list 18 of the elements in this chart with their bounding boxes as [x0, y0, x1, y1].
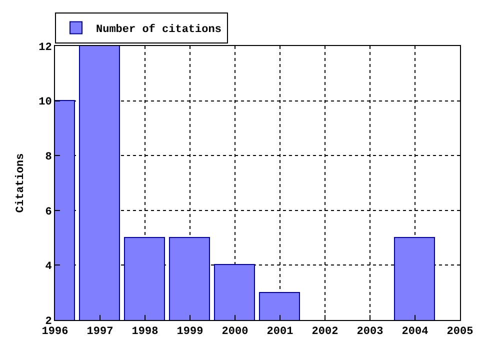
x-tick-label: 1996 [42, 326, 68, 338]
x-tick-label: 2002 [312, 326, 338, 338]
y-tick-label: 10 [38, 96, 52, 109]
x-tick-label: 2001 [266, 326, 294, 338]
y-tick-label: 12 [38, 42, 52, 54]
x-tick-label: 2004 [402, 326, 429, 338]
y-tick-label: 2 [45, 316, 52, 328]
y-tick-label: 6 [45, 206, 52, 218]
x-tick-label: 2000 [222, 326, 248, 338]
x-tick-label: 2005 [446, 326, 474, 338]
legend-label: Number of citations [96, 23, 222, 36]
x-tick-label: 1998 [132, 326, 159, 338]
y-tick-label: 8 [45, 151, 52, 164]
x-tick-label: 1999 [176, 326, 204, 338]
x-tick-label: 1997 [86, 326, 114, 338]
x-tick-label: 2003 [356, 326, 384, 338]
y-tick-label: 4 [45, 261, 52, 274]
y-axis-title: Citations [15, 153, 27, 213]
